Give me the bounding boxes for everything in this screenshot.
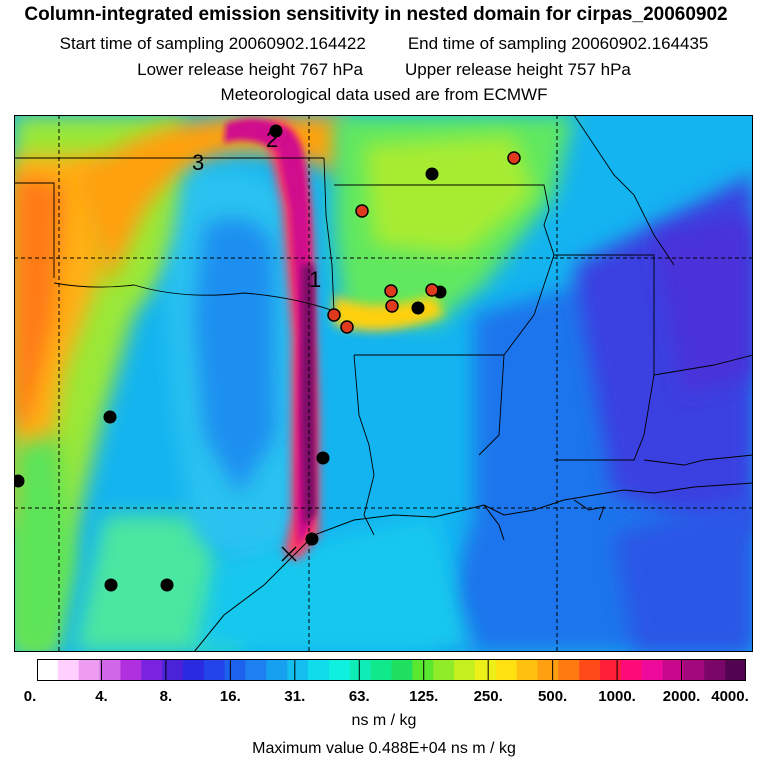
color-scale-swatch bbox=[328, 659, 351, 681]
trajectory-label-1: 1 bbox=[309, 267, 321, 292]
color-scale-swatch bbox=[370, 659, 392, 681]
color-scale-swatch bbox=[287, 659, 309, 681]
sensitivity-map: 1 2 3 bbox=[14, 115, 753, 652]
color-scale-tick-label: 16. bbox=[219, 688, 241, 705]
color-scale-swatch bbox=[495, 659, 517, 681]
color-scale-swatch bbox=[162, 659, 184, 681]
color-scale-tick-label: 1000. bbox=[598, 688, 636, 705]
x-marker-icon bbox=[281, 546, 297, 562]
color-scale-swatch bbox=[203, 659, 225, 681]
color-scale-swatch bbox=[454, 659, 476, 681]
color-scale-swatch bbox=[474, 659, 497, 681]
color-scale-swatch bbox=[537, 659, 559, 681]
station-black bbox=[104, 578, 118, 592]
station-markers bbox=[14, 124, 521, 592]
color-scale-tick-label: 31. bbox=[284, 688, 306, 705]
station-red bbox=[355, 204, 369, 218]
color-scale-swatch bbox=[725, 659, 746, 681]
color-scale-swatch bbox=[224, 659, 246, 681]
station-black bbox=[305, 532, 319, 546]
met-data-label: Meteorological data used are from ECMWF bbox=[220, 85, 548, 104]
station-black bbox=[269, 124, 283, 138]
color-scale-swatch bbox=[120, 659, 142, 681]
station-black bbox=[411, 301, 425, 315]
color-scale-swatch bbox=[641, 659, 663, 681]
graticule bbox=[14, 115, 753, 652]
color-scale-swatch bbox=[245, 659, 267, 681]
color-scale-swatch bbox=[78, 659, 100, 681]
upper-release-label: Upper release height 757 hPa bbox=[405, 60, 631, 79]
station-red bbox=[507, 151, 521, 165]
color-scale-swatch bbox=[349, 659, 371, 681]
color-scale-tick-label: 63. bbox=[348, 688, 370, 705]
max-value-label: Maximum value 0.488E+04 ns m / kg bbox=[252, 740, 516, 757]
color-scale-swatch bbox=[662, 659, 684, 681]
end-time-label: End time of sampling 20060902.164435 bbox=[407, 34, 709, 53]
station-black bbox=[103, 410, 117, 424]
station-black bbox=[160, 578, 174, 592]
color-scale-swatch bbox=[620, 659, 643, 681]
color-scale-swatch bbox=[308, 659, 330, 681]
color-scale-tick-label: 4000. bbox=[711, 688, 749, 705]
map-frame bbox=[14, 115, 753, 652]
station-black bbox=[14, 474, 25, 488]
color-scale-swatch bbox=[412, 659, 434, 681]
color-scale-tick-label: 250. bbox=[473, 688, 503, 705]
color-scale-swatch bbox=[683, 659, 705, 681]
units-label: ns m / kg bbox=[351, 712, 417, 729]
trajectory-label-3: 3 bbox=[192, 150, 204, 175]
color-scale-swatch bbox=[704, 659, 726, 681]
color-scale-swatch bbox=[516, 659, 538, 681]
station-red bbox=[327, 308, 341, 322]
sampling-times: Start time of sampling 20060902.164422 En… bbox=[0, 34, 768, 54]
color-scale-swatch bbox=[391, 659, 413, 681]
color-scale-tick-label: 4. bbox=[95, 688, 108, 705]
lower-release-label: Lower release height 767 hPa bbox=[137, 60, 363, 79]
station-red bbox=[340, 320, 354, 334]
station-red bbox=[385, 299, 399, 313]
color-scale-tick-label: 8. bbox=[159, 688, 173, 705]
color-scale-swatch bbox=[433, 659, 455, 681]
station-red bbox=[425, 283, 439, 297]
color-scale-tick-label: 500. bbox=[538, 688, 568, 705]
station-black bbox=[316, 451, 330, 465]
sensitivity-field bbox=[14, 115, 753, 652]
color-scale-swatch bbox=[558, 659, 580, 681]
color-scale-swatch bbox=[600, 659, 622, 681]
color-scale-tick-label: 125. bbox=[409, 688, 439, 705]
color-scale-tick-label: 2000. bbox=[662, 688, 701, 705]
start-time-label: Start time of sampling 20060902.164422 bbox=[59, 34, 366, 53]
coastline bbox=[193, 482, 753, 652]
color-scale-swatch bbox=[57, 659, 79, 681]
release-heights: Lower release height 767 hPa Upper releas… bbox=[0, 60, 768, 80]
color-scale-tick-label: 0. bbox=[23, 688, 37, 705]
color-scale-swatch bbox=[182, 659, 205, 681]
plot-title: Column-integrated emission sensitivity i… bbox=[24, 4, 728, 25]
color-scale-swatch bbox=[141, 659, 163, 681]
color-scale-swatch bbox=[99, 659, 121, 681]
color-scale-swatch bbox=[37, 659, 59, 681]
color-scale-bar bbox=[37, 659, 746, 681]
color-scale-swatch bbox=[266, 659, 288, 681]
station-black bbox=[425, 167, 439, 181]
station-red bbox=[384, 284, 398, 298]
color-scale-swatch bbox=[579, 659, 601, 681]
